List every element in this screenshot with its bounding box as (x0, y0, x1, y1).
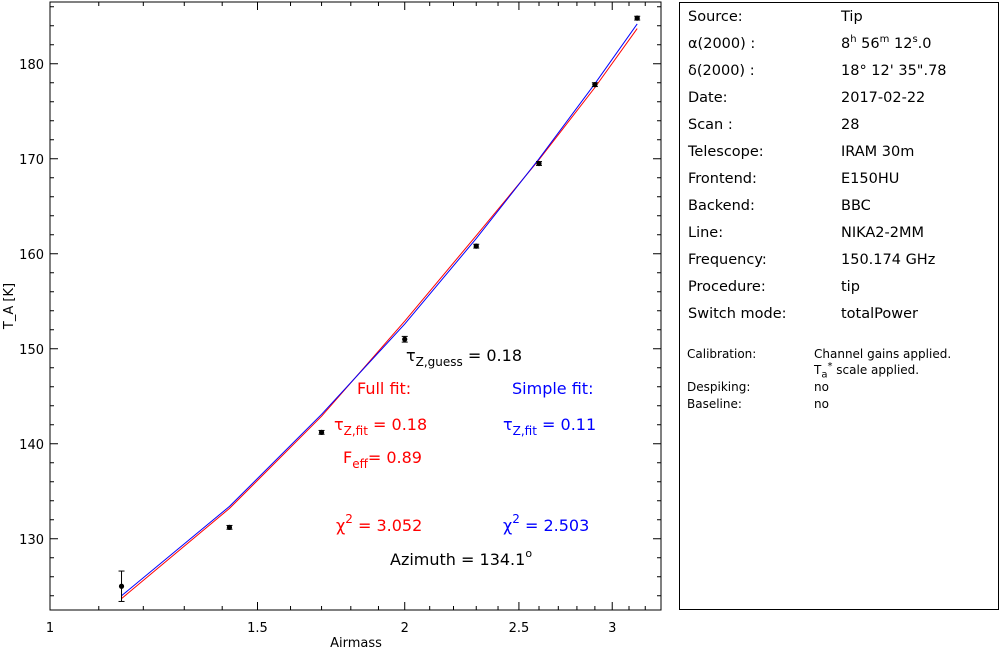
azimuth-annotation: Azimuth = 134.1o (390, 547, 532, 569)
info-row-frontend: Frontend: E150HU (688, 171, 900, 187)
info-row-telescope: Telescope: IRAM 30m (688, 144, 915, 160)
y-tick-label: 130 (19, 533, 44, 548)
y-tick-label: 160 (19, 248, 44, 263)
full-fit-curve (121, 28, 638, 599)
info-row-frequency: Frequency: 150.174 GHz (688, 252, 936, 268)
y-axis-label: T_A [K] (2, 283, 17, 330)
point-marker (592, 82, 598, 88)
full-tau-annotation: τZ,fit = 0.18 (334, 415, 427, 438)
data-point (401, 335, 408, 343)
y-tick-label: 150 (19, 343, 44, 358)
info-row-dec: δ(2000) : 18° 12' 35".78 (688, 63, 947, 79)
feff-annotation: Feff= 0.89 (343, 448, 422, 471)
x-tick-label: 2 (401, 621, 409, 636)
data-points (118, 15, 641, 602)
data-point (535, 160, 542, 167)
ta-scale-note: Ta* scale applied. (814, 361, 920, 381)
point-marker (536, 160, 542, 167)
info-row-line: Line: NIKA2-2MM (688, 225, 924, 241)
full-fit-title: Full fit: (357, 379, 411, 398)
point-marker (226, 524, 233, 530)
info-row-date: Date: 2017-02-22 (688, 90, 926, 106)
simple-tau-annotation: τZ,fit = 0.11 (503, 415, 596, 438)
point-marker (402, 336, 408, 342)
x-tick-label: 2.5 (509, 621, 530, 636)
simple-chi2-annotation: χ2 = 2.503 (503, 512, 589, 535)
info-row-backend: Backend: BBC (688, 198, 871, 214)
point-marker (118, 583, 125, 589)
full-chi2-annotation: χ2 = 3.052 (336, 512, 422, 535)
ra-value: 8h 56m 12s.0 (841, 34, 932, 52)
simple-fit-curve (121, 23, 638, 597)
data-point (473, 243, 480, 249)
data-point (634, 15, 641, 21)
x-tick-label: 1.5 (247, 621, 268, 636)
scan-info-panel: Source: Tip α(2000) : 8h 56m 12s.0 δ(200… (679, 2, 999, 610)
x-axis-label: Airmass (330, 636, 382, 649)
data-point (591, 82, 598, 88)
x-axis-ticks: 1 1.5 2 2.5 3 (46, 2, 646, 636)
y-axis-label-text: T_A [K] (2, 283, 17, 330)
info-row-ra: α(2000) : 8h 56m 12s.0 (688, 34, 932, 52)
y-tick-label: 170 (19, 153, 44, 168)
plot-frame (49, 1, 662, 611)
simple-fit-title: Simple fit: (512, 379, 593, 398)
data-point (226, 524, 233, 530)
tau-guess-annotation: τZ,guess = 0.18 (406, 346, 522, 369)
point-marker (634, 15, 640, 21)
y-tick-label: 180 (19, 58, 44, 73)
y-axis-ticks: 130 140 150 160 170 180 (19, 6, 661, 597)
x-tick-label: 3 (608, 621, 616, 636)
info-row-procedure: Procedure: tip (688, 279, 860, 295)
point-marker (473, 243, 479, 249)
fit-curves (121, 23, 638, 599)
y-tick-label: 140 (19, 438, 44, 453)
info-row-scan: Scan : 28 (688, 117, 860, 133)
data-point (118, 570, 125, 602)
x-tick-label: 1 (46, 621, 54, 636)
tip-plot: 1 1.5 2 2.5 3 130 140 150 160 170 180 Airmass T_A… (2, 1, 662, 649)
point-marker (318, 429, 325, 435)
data-point (318, 429, 325, 435)
info-row-source: Source: Tip (688, 9, 863, 25)
info-row-switch-mode: Switch mode: totalPower (688, 306, 918, 322)
